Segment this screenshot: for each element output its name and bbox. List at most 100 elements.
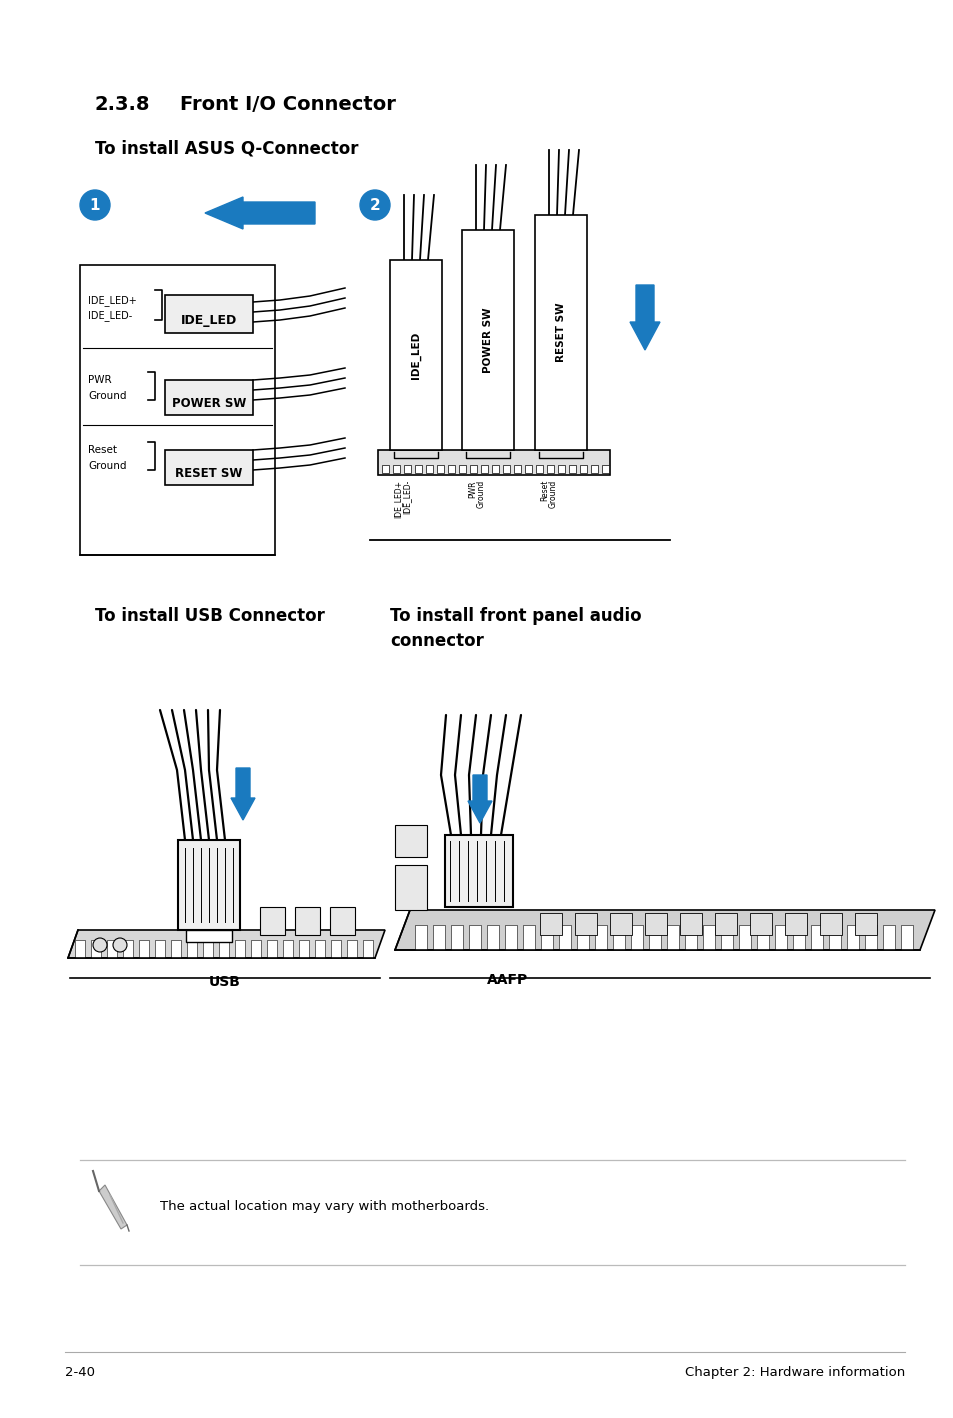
Circle shape [92,937,107,951]
Text: PWR: PWR [88,374,112,386]
FancyBboxPatch shape [601,465,608,474]
FancyBboxPatch shape [609,913,631,934]
Text: RESET SW: RESET SW [556,302,565,363]
FancyBboxPatch shape [749,913,771,934]
FancyBboxPatch shape [165,450,253,485]
Polygon shape [522,925,535,950]
FancyBboxPatch shape [679,913,701,934]
Text: Ground: Ground [476,481,485,508]
Text: Chapter 2: Hardware information: Chapter 2: Hardware information [684,1366,904,1378]
Polygon shape [558,925,571,950]
Text: Ground: Ground [88,461,127,471]
FancyBboxPatch shape [165,295,253,333]
Polygon shape [107,940,117,959]
FancyBboxPatch shape [260,908,285,934]
Polygon shape [99,1185,127,1229]
Text: Ground: Ground [88,391,127,401]
FancyArrow shape [205,197,314,228]
Polygon shape [219,940,229,959]
Polygon shape [648,925,660,950]
Polygon shape [451,925,462,950]
Polygon shape [774,925,786,950]
FancyBboxPatch shape [393,465,399,474]
Polygon shape [504,925,517,950]
FancyBboxPatch shape [436,465,443,474]
Text: 2-40: 2-40 [65,1366,95,1378]
Polygon shape [314,940,325,959]
Text: The actual location may vary with motherboards.: The actual location may vary with mother… [160,1200,489,1212]
Circle shape [112,937,127,951]
FancyBboxPatch shape [403,465,411,474]
Text: 2.3.8: 2.3.8 [95,95,151,113]
FancyBboxPatch shape [395,825,427,856]
FancyBboxPatch shape [854,913,876,934]
Text: To install ASUS Q-Connector: To install ASUS Q-Connector [95,140,358,157]
FancyBboxPatch shape [444,835,513,908]
Text: Reset: Reset [539,481,548,502]
Polygon shape [68,930,385,959]
Polygon shape [757,925,768,950]
Polygon shape [331,940,340,959]
Circle shape [80,190,110,220]
Polygon shape [540,925,553,950]
Polygon shape [415,925,427,950]
FancyBboxPatch shape [415,465,421,474]
FancyBboxPatch shape [165,380,253,415]
Text: USB: USB [209,976,241,988]
Polygon shape [720,925,732,950]
Text: IDE_LED: IDE_LED [181,313,237,328]
Text: RESET SW: RESET SW [175,467,242,481]
FancyBboxPatch shape [470,465,476,474]
Polygon shape [684,925,697,950]
Polygon shape [91,940,101,959]
FancyArrow shape [468,776,492,822]
Polygon shape [846,925,858,950]
FancyBboxPatch shape [178,839,240,930]
Text: To install USB Connector: To install USB Connector [95,607,325,625]
Text: AAFP: AAFP [487,973,528,987]
FancyBboxPatch shape [330,908,355,934]
Polygon shape [739,925,750,950]
Polygon shape [792,925,804,950]
FancyBboxPatch shape [539,913,561,934]
FancyBboxPatch shape [536,465,542,474]
Text: POWER SW: POWER SW [172,397,246,410]
Polygon shape [139,940,149,959]
FancyBboxPatch shape [294,908,319,934]
FancyBboxPatch shape [461,230,514,450]
Text: IDE_LED: IDE_LED [411,332,420,379]
FancyBboxPatch shape [381,465,389,474]
Polygon shape [234,940,245,959]
Polygon shape [171,940,181,959]
Polygon shape [283,940,293,959]
Text: Ground: Ground [548,481,558,508]
Polygon shape [630,925,642,950]
FancyBboxPatch shape [590,465,598,474]
Polygon shape [882,925,894,950]
FancyBboxPatch shape [579,465,586,474]
Circle shape [359,190,390,220]
FancyBboxPatch shape [448,465,455,474]
FancyBboxPatch shape [480,465,488,474]
Polygon shape [203,940,213,959]
Text: POWER SW: POWER SW [482,308,493,373]
FancyBboxPatch shape [458,465,465,474]
Polygon shape [123,940,132,959]
FancyBboxPatch shape [535,216,586,450]
Polygon shape [469,925,480,950]
Polygon shape [267,940,276,959]
FancyBboxPatch shape [186,930,232,942]
FancyBboxPatch shape [524,465,532,474]
Text: 2: 2 [369,197,380,213]
FancyBboxPatch shape [568,465,576,474]
Text: 1: 1 [90,197,100,213]
FancyBboxPatch shape [390,259,441,450]
Text: To install front panel audio
connector: To install front panel audio connector [390,607,641,649]
Polygon shape [251,940,261,959]
Polygon shape [595,925,606,950]
Polygon shape [613,925,624,950]
Text: IDE_LED-: IDE_LED- [401,481,411,515]
Polygon shape [810,925,822,950]
Text: PWR: PWR [468,481,476,498]
Polygon shape [298,940,309,959]
